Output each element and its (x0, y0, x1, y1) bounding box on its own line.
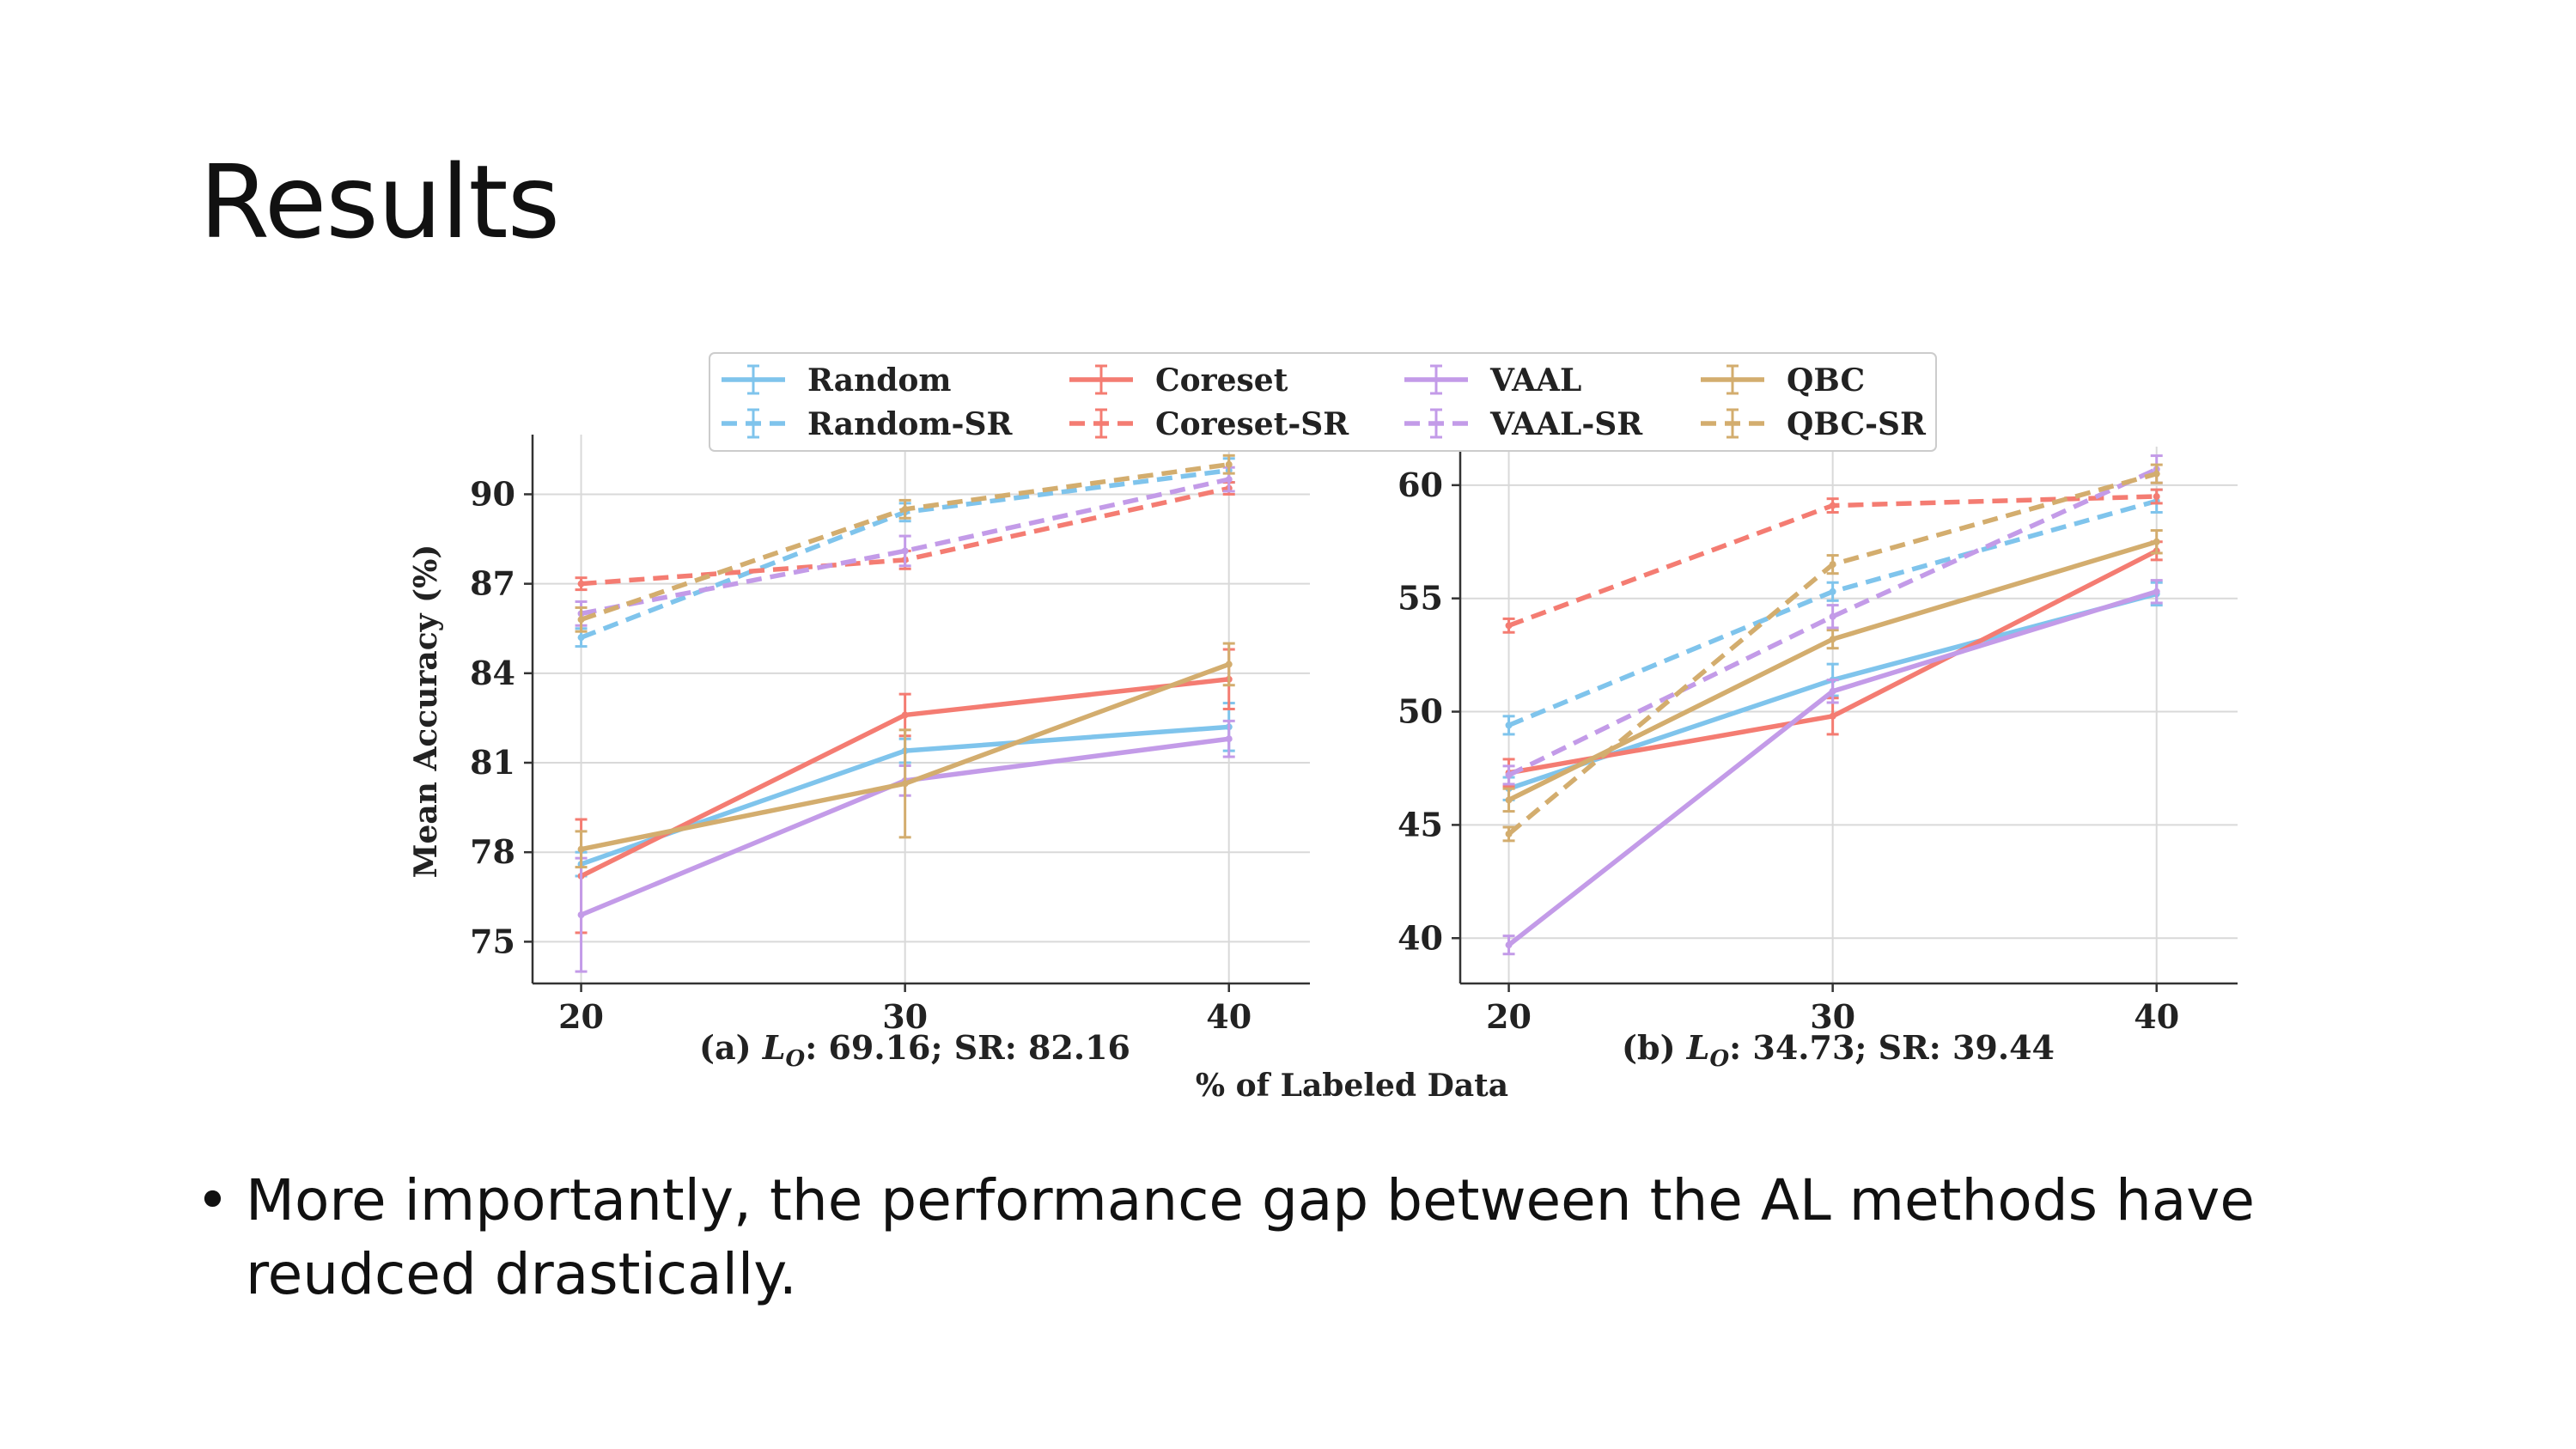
data-point-b-qbc-sr-30 (1829, 561, 1836, 569)
data-point-b-coreset-30 (1829, 712, 1836, 720)
legend-label-coreset: Coreset (1155, 362, 1288, 399)
y-tick-label-b-60: 60 (1398, 466, 1443, 504)
legend-label-vaal-sr: VAAL-SR (1489, 406, 1643, 442)
caption-a-prefix: (a) (699, 1028, 763, 1067)
data-point-a-vaal-sr-40 (1225, 476, 1233, 484)
legend: Random Random-SR Coreset Coreset-SR VAAL VAAL… (709, 352, 1937, 452)
series-line-a-vaal-sr (581, 477, 1230, 617)
caption-b-prefix: (b) (1622, 1028, 1687, 1067)
y-tick-label-b-45: 45 (1398, 805, 1443, 843)
data-point-a-coreset-sr-20 (577, 580, 585, 588)
data-point-b-vaal-20 (1505, 941, 1513, 949)
y-tick-label-a-90: 90 (470, 474, 515, 513)
data-point-b-qbc-20 (1505, 796, 1513, 804)
legend-label-coreset-sr: Coreset-SR (1155, 406, 1349, 442)
data-point-b-random-sr-30 (1829, 588, 1836, 595)
caption-b-suffix: : 34.73; SR: 39.44 (1729, 1028, 2055, 1067)
data-point-a-random-sr-20 (577, 634, 585, 642)
y-tick-label-a-78: 78 (470, 832, 515, 871)
series-group-b (1502, 454, 2163, 956)
data-point-b-random-sr-20 (1505, 721, 1513, 729)
data-point-b-qbc-40 (2153, 538, 2160, 545)
data-point-a-coreset-30 (901, 711, 909, 719)
data-point-b-coreset-sr-30 (1829, 502, 1836, 509)
caption-a: (a) LO: 69.16; SR: 82.16 (699, 1028, 1130, 1072)
legend-label-qbc: QBC (1787, 362, 1865, 399)
x-tick-label-a-30: 30 (882, 997, 928, 1036)
data-point-a-qbc-30 (901, 780, 909, 788)
x-tick-label-a-40: 40 (1206, 997, 1251, 1036)
data-point-a-qbc-sr-30 (901, 505, 909, 513)
legend-label-vaal: VAAL (1489, 362, 1581, 399)
x-tick-label-b-30: 30 (1810, 997, 1855, 1036)
caption-a-subscript: O (786, 1046, 806, 1072)
legend-label-qbc-sr: QBC-SR (1787, 406, 1927, 442)
bullet-dot: • (196, 1167, 229, 1233)
y-tick-label-b-40: 40 (1398, 918, 1443, 957)
data-point-b-vaal-30 (1829, 687, 1836, 695)
x-tick-label-b-20: 20 (1486, 997, 1532, 1036)
data-point-a-vaal-20 (577, 911, 585, 919)
x-tick-label-a-20: 20 (558, 997, 604, 1036)
data-point-b-vaal-sr-30 (1829, 612, 1836, 620)
bullet-text: More importantly, the performance gap be… (246, 1167, 2255, 1307)
chart-panel-a: 75 78 81 84 87 90 20 30 40 (470, 435, 1310, 1036)
y-tick-label-b-55: 55 (1398, 579, 1443, 618)
slide-title: Results (199, 143, 560, 261)
data-point-a-qbc-20 (577, 845, 585, 853)
y-axis-label: Mean Accuracy (%) (408, 545, 444, 879)
data-point-a-vaal-40 (1225, 735, 1233, 743)
chart-panel-b: 40 45 50 55 60 20 30 40 (1398, 447, 2238, 1036)
legend-label-random: Random (807, 362, 952, 399)
x-tick-label-b-40: 40 (2134, 997, 2179, 1036)
data-point-b-coreset-sr-20 (1505, 622, 1513, 630)
data-point-b-vaal-40 (2153, 588, 2160, 595)
data-point-b-qbc-sr-20 (1505, 830, 1513, 837)
data-point-b-qbc-30 (1829, 636, 1836, 643)
data-point-b-coreset-sr-40 (2153, 493, 2160, 501)
data-point-b-qbc-sr-40 (2153, 470, 2160, 478)
data-point-a-qbc-40 (1225, 661, 1233, 668)
y-tick-label-a-87: 87 (470, 564, 515, 603)
data-point-a-vaal-sr-30 (901, 547, 909, 555)
caption-b: (b) LO: 34.73; SR: 39.44 (1622, 1028, 2055, 1072)
y-tick-label-a-81: 81 (470, 743, 515, 782)
caption-a-suffix: : 69.16; SR: 82.16 (805, 1028, 1130, 1067)
caption-b-symbol: L (1686, 1028, 1710, 1067)
legend-box (709, 352, 1937, 452)
y-tick-label-a-84: 84 (470, 654, 515, 692)
legend-label-random-sr: Random-SR (807, 406, 1013, 442)
y-tick-label-a-75: 75 (470, 922, 515, 960)
data-point-a-qbc-sr-20 (577, 616, 585, 624)
series-group-a (575, 454, 1235, 973)
x-axis-label: % of Labeled Data (1196, 1068, 1508, 1104)
caption-a-symbol: L (762, 1028, 786, 1067)
data-point-b-vaal-sr-20 (1505, 771, 1513, 779)
caption-b-subscript: O (1710, 1046, 1730, 1072)
y-tick-label-b-50: 50 (1398, 692, 1443, 731)
data-point-a-qbc-sr-40 (1225, 460, 1233, 468)
